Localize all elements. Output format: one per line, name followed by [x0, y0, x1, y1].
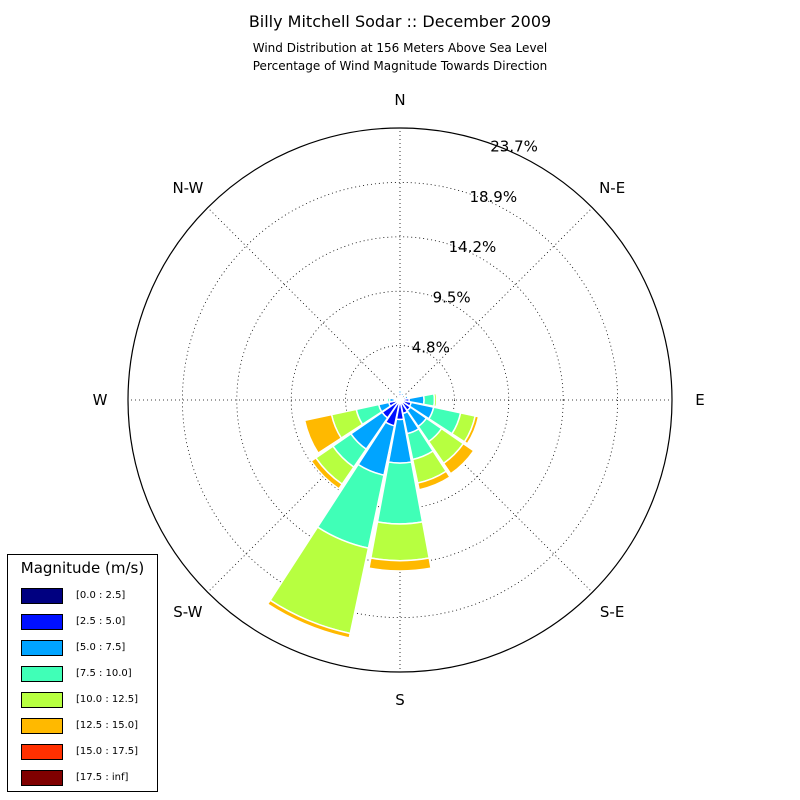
legend-swatch [21, 692, 63, 708]
legend-label: [10.0 : 12.5] [76, 694, 139, 705]
legend-title: Magnitude (m/s) [20, 559, 145, 577]
windrose-bar [303, 413, 343, 455]
legend-swatch [21, 614, 63, 630]
windrose-bar [432, 392, 438, 408]
legend-label: [12.5 : 15.0] [76, 720, 139, 731]
outer-ring [127, 127, 673, 673]
windrose-bar [416, 470, 451, 491]
legend-swatch [21, 744, 63, 760]
windrose-bar [400, 392, 405, 398]
direction-label: S-W [173, 603, 202, 621]
legend-label: [15.0 : 17.5] [76, 746, 139, 757]
windrose-bar [463, 415, 480, 445]
grid-spoke [399, 207, 593, 401]
legend-label: [7.5 : 10.0] [76, 668, 132, 679]
legend-swatch [21, 770, 63, 786]
grid-ring [345, 345, 455, 455]
legend-label: [0.0 : 2.5] [76, 590, 126, 601]
chart-subtitle-line2: Percentage of Wind Magnitude Towards Dir… [252, 59, 548, 73]
legend-swatch [21, 588, 63, 604]
windrose-bar [396, 394, 401, 400]
radial-tick-label: 4.8% [412, 339, 450, 357]
direction-label: N-E [599, 179, 625, 197]
legend: Magnitude (m/s) [0.0 : 2.5] [2.5 : 5.0] … [7, 554, 158, 792]
legend-label: [5.0 : 7.5] [76, 642, 126, 653]
windrose-bar [385, 396, 389, 404]
windrose-bar [310, 456, 344, 490]
radial-tick-label: 9.5% [433, 288, 471, 306]
windrose-bar [422, 392, 436, 408]
windrose-bar [266, 599, 352, 639]
legend-label: [17.5 : inf] [76, 772, 129, 783]
radial-tick-label: 18.9% [469, 188, 517, 206]
direction-label: N [394, 91, 405, 109]
grid-spoke [207, 207, 401, 401]
label-layer: N N-E E S-E S S-W W N-W 4.8% 9.5% 14.2% 18.9% 23.7% [93, 91, 705, 709]
direction-label: N-W [172, 179, 203, 197]
windrose-bar [442, 442, 475, 475]
grid-layer [127, 127, 673, 673]
chart-title: Billy Mitchell Sodar :: December 2009 [248, 12, 552, 31]
direction-label: S [395, 691, 405, 709]
legend-swatch [21, 640, 63, 656]
legend-swatch [21, 666, 63, 682]
direction-label: S-E [600, 603, 624, 621]
radial-tick-label: 14.2% [449, 238, 497, 256]
windrose-bar [369, 521, 431, 562]
chart-subtitle-line1: Wind Distribution at 156 Meters Above Se… [252, 41, 548, 55]
direction-label: W [93, 391, 108, 409]
legend-label: [2.5 : 5.0] [76, 616, 126, 627]
grid-ring [181, 181, 619, 619]
direction-label: E [695, 391, 704, 409]
windrose-bar [368, 557, 432, 572]
radial-tick-label: 23.7% [490, 138, 538, 156]
bar-layer [266, 390, 480, 639]
legend-swatch [21, 718, 63, 734]
grid-ring [290, 290, 510, 510]
